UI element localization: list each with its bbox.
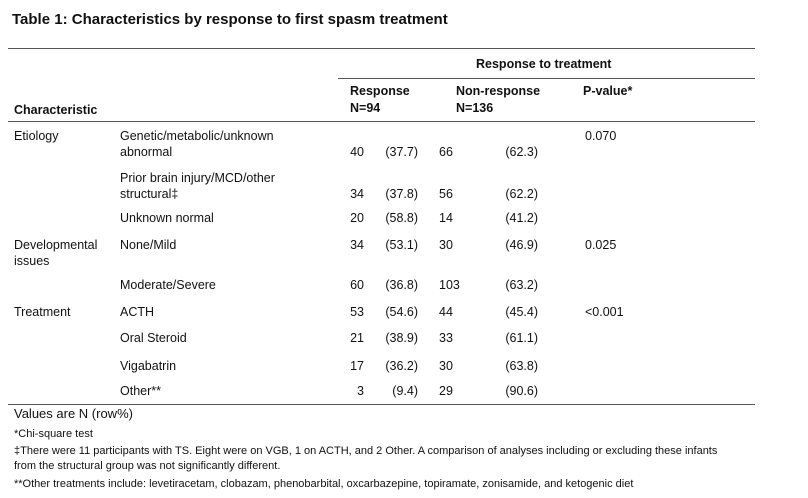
row-label: Vigabatrin [120,359,177,373]
row-label: Oral Steroid [120,331,187,345]
response-count: 34 [350,238,364,252]
response-percent: (9.4) [392,384,418,398]
non-response-count: 29 [439,384,453,398]
column-header: Response [350,84,410,98]
rule-bottom [8,404,755,405]
response-count: 3 [357,384,364,398]
non-response-count: 66 [439,145,453,159]
response-count: 40 [350,145,364,159]
non-response-percent: (63.8) [505,359,538,373]
column-header: N=136 [456,101,494,115]
footnote: from the structural group was not signif… [14,460,281,472]
row-label: Genetic/metabolic/unknown [120,129,274,143]
row-label: None/Mild [120,238,177,252]
rule-header [8,121,755,122]
column-header: Non-response [456,84,541,98]
column-header: P-value* [583,84,633,98]
table-title: Table 1: Characteristics by response to … [12,11,448,28]
row-group: Etiology [14,129,59,143]
response-percent: (53.1) [385,238,418,252]
row-label: Moderate/Severe [120,278,216,292]
response-count: 60 [350,278,364,292]
response-percent: (54.6) [385,305,418,319]
non-response-percent: (41.2) [505,211,538,225]
response-percent: (36.2) [385,359,418,373]
rule-top [8,48,755,49]
non-response-percent: (90.6) [505,384,538,398]
response-percent: (37.8) [385,187,418,201]
p-value: 0.070 [585,129,617,143]
response-percent: (37.7) [385,145,418,159]
response-count: 53 [350,305,364,319]
row-label: Prior brain injury/MCD/other [120,171,275,185]
response-count: 20 [350,211,364,225]
non-response-count: 33 [439,331,453,345]
response-count: 34 [350,187,364,201]
non-response-count: 30 [439,238,453,252]
rule-group [338,78,755,79]
row-group: issues [14,254,50,268]
row-label: ACTH [120,305,155,319]
non-response-count: 56 [439,187,453,201]
non-response-percent: (46.9) [505,238,538,252]
row-label: abnormal [120,145,173,159]
non-response-count: 30 [439,359,453,373]
footnote: *Chi-square test [14,428,93,440]
row-label: Other** [120,384,161,398]
column-header: Characteristic [14,103,98,117]
non-response-percent: (63.2) [505,278,538,292]
footnote: ‡There were 11 participants with TS. Eig… [14,445,718,457]
p-value: <0.001 [585,305,624,319]
p-value: 0.025 [585,238,617,252]
non-response-percent: (62.2) [505,187,538,201]
footnote: **Other treatments include: levetiraceta… [14,478,634,490]
non-response-percent: (45.4) [505,305,538,319]
column-group-header: Response to treatment [476,57,612,71]
column-header: N=94 [350,101,381,115]
row-label: structural‡ [120,187,179,201]
response-percent: (58.8) [385,211,418,225]
response-count: 21 [350,331,364,345]
non-response-percent: (61.1) [505,331,538,345]
non-response-percent: (62.3) [505,145,538,159]
response-percent: (36.8) [385,278,418,292]
row-group: Developmental [14,238,98,252]
non-response-count: 103 [439,278,460,292]
row-label: Unknown normal [120,211,214,225]
row-group: Treatment [14,305,71,319]
non-response-count: 14 [439,211,453,225]
non-response-count: 44 [439,305,453,319]
response-count: 17 [350,359,364,373]
response-percent: (38.9) [385,331,418,345]
footnote: Values are N (row%) [14,406,133,421]
